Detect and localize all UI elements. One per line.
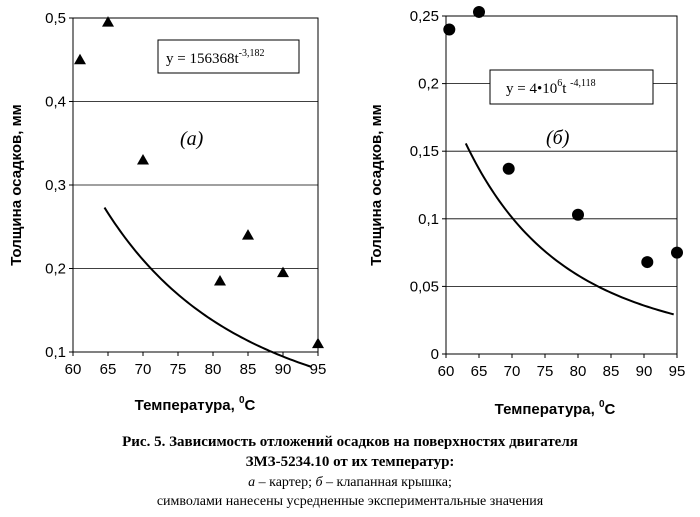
x-tick-label-b: 85 (603, 363, 620, 380)
tick-labels-a: 0,1 0,2 0,3 0,4 0,5 60 65 70 75 80 85 90 95 (45, 10, 326, 378)
equation-b: y = 4•106t -4,118 (506, 78, 596, 97)
x-tick-label-a: 80 (205, 361, 222, 378)
caption-text-b: – клапанная крышка; (322, 475, 452, 490)
y-tick-label-a: 0,3 (45, 177, 66, 194)
equation-a: y = 156368t-3,182 (166, 48, 264, 67)
chart-a: 0,1 0,2 0,3 0,4 0,5 60 65 70 75 80 85 90 95 y = 1563… (8, 10, 326, 414)
x-tick-label-b: 75 (537, 363, 554, 380)
data-point-b (443, 23, 456, 36)
x-tick-label-b: 60 (438, 363, 455, 380)
data-point-b (671, 246, 683, 259)
caption-label-b: б (315, 475, 323, 490)
y-tick-label-b: 0,15 (410, 143, 439, 160)
chart-b: 0 0,05 0,1 0,15 0,2 0,25 60 65 70 75 80 85 90 95 y = … (368, 5, 686, 418)
data-point-b (502, 162, 515, 175)
data-point-a (277, 266, 289, 278)
panel-label-b: (б) (546, 127, 570, 149)
data-point-a (137, 153, 149, 165)
data-point-a (74, 53, 86, 65)
y-tick-label-b: 0,05 (410, 278, 439, 295)
y-tick-label-a: 0,5 (45, 10, 66, 27)
caption-line-3: а – картер; б – клапанная крышка; (0, 475, 700, 491)
x-tick-label-b: 70 (504, 363, 521, 380)
panel-label-a: (а) (180, 128, 204, 150)
x-tick-label-b: 90 (636, 363, 653, 380)
y-tick-label-b: 0,25 (410, 8, 439, 25)
x-tick-label-b: 65 (471, 363, 488, 380)
data-point-a (102, 16, 114, 27)
grid-b (446, 15, 677, 355)
trendline-a (103, 207, 312, 368)
caption-line-1: Рис. 5. Зависимость отложений осадков на… (122, 434, 578, 450)
caption-label-a: а (248, 475, 256, 490)
x-tick-label-a: 75 (170, 361, 187, 378)
y-tick-label-b: 0,2 (418, 76, 439, 93)
data-point-b (572, 208, 584, 221)
caption-line-2: ЗМЗ-5234.10 от их температур: (245, 454, 455, 470)
trend-curve-b (464, 143, 674, 316)
x-tick-label-b: 80 (570, 363, 587, 380)
x-axis-label-b: Температура, 0С (495, 399, 616, 418)
y-tick-label-a: 0,2 (45, 261, 66, 278)
x-tick-label-a: 65 (100, 361, 117, 378)
x-tick-label-a: 85 (240, 361, 257, 378)
caption-text-a: – картер; (255, 475, 316, 490)
y-tick-label-a: 0,4 (45, 94, 66, 111)
data-point-a (242, 229, 254, 240)
data-point-a (312, 337, 324, 349)
x-axis-label-a: Температура, 0С (135, 395, 256, 414)
equation-box-a (157, 39, 300, 74)
x-tick-label-a: 70 (135, 361, 152, 378)
y-tick-label-a: 0,1 (45, 344, 66, 361)
x-tick-label-a: 95 (310, 361, 327, 378)
points-a (74, 16, 324, 349)
plot-area-b (445, 15, 678, 355)
trendline-b (464, 143, 674, 316)
points-b (443, 5, 683, 269)
data-point-b (473, 5, 485, 18)
data-point-b (641, 256, 654, 269)
y-axis-label-a: Толщина осадков, мм (8, 104, 25, 266)
equation-box-b (489, 69, 654, 105)
data-point-a (214, 275, 226, 286)
x-tick-label-a: 60 (65, 361, 82, 378)
charts-canvas: 0,1 0,2 0,3 0,4 0,5 60 65 70 75 80 85 90 95 y = 1563… (8, 5, 686, 418)
y-axis-label-b: Толщина осадков, мм (368, 104, 385, 266)
x-tick-label-a: 90 (275, 361, 292, 378)
x-tick-label-b: 95 (669, 363, 686, 380)
trend-curve-a (103, 207, 312, 368)
caption-line-4: символами нанесены усредненные экспериме… (156, 494, 544, 509)
y-tick-label-b: 0,1 (418, 211, 439, 228)
tick-labels-b: 0 0,05 0,1 0,15 0,2 0,25 60 65 70 75 80 85 90 95 (410, 8, 686, 380)
y-tick-label-b: 0 (431, 346, 439, 363)
